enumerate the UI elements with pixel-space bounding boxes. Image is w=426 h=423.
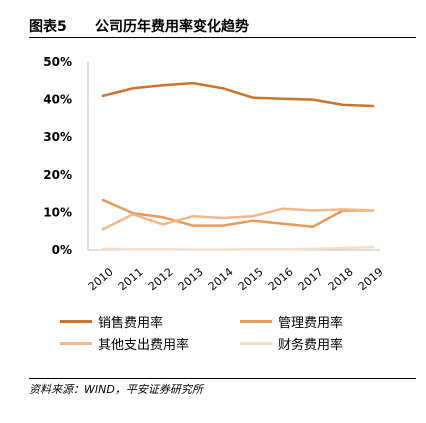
legend-item-admin: 管理费用率 xyxy=(240,312,343,331)
legend-item-finance: 财务费用率 xyxy=(240,334,343,353)
legend-item-sales: 销售费用率 xyxy=(60,312,163,331)
x-tick-label: 2019 xyxy=(356,265,386,293)
y-tick-label: 50% xyxy=(43,55,72,69)
legend-label-admin: 管理费用率 xyxy=(278,316,344,331)
legend-label-finance: 财务费用率 xyxy=(278,338,344,353)
legend-swatch-sales xyxy=(60,320,92,323)
source-footer: 资料来源：WIND，平安证券研究所 xyxy=(29,378,416,398)
figure-header: 图表5 公司历年费用率变化趋势 xyxy=(29,14,416,38)
x-tick-label: 2011 xyxy=(116,265,146,293)
x-tick-label: 2015 xyxy=(236,265,266,293)
x-tick-label: 2017 xyxy=(296,265,326,293)
y-axis-ticks: 0% 10% 20% 30% 40% 50% xyxy=(43,55,72,257)
x-tick-label: 2016 xyxy=(266,265,296,293)
y-tick-label: 10% xyxy=(43,205,72,219)
y-tick-label: 0% xyxy=(52,243,72,257)
y-tick-label: 30% xyxy=(43,130,72,144)
chart-title: 公司历年费用率变化趋势 xyxy=(95,19,249,35)
header-rule xyxy=(29,37,416,38)
source-note: 资料来源：WIND，平安证券研究所 xyxy=(29,383,203,396)
x-tick-label: 2010 xyxy=(86,265,116,293)
series-line-3 xyxy=(101,245,375,251)
footer-rule xyxy=(29,378,416,379)
legend-swatch-admin xyxy=(240,320,272,323)
series-layer xyxy=(101,81,375,251)
x-tick-label: 2014 xyxy=(206,265,236,293)
x-tick-label: 2012 xyxy=(146,265,176,293)
chart-legend: 销售费用率 管理费用率 其他支出费用率 财务费用率 xyxy=(60,312,400,356)
series-line-0 xyxy=(101,81,375,108)
series-line-2 xyxy=(101,207,375,231)
legend-label-sales: 销售费用率 xyxy=(98,316,164,331)
legend-label-other: 其他支出费用率 xyxy=(98,338,190,353)
figure-label: 图表5 xyxy=(29,19,67,35)
x-tick-label: 2018 xyxy=(326,265,356,293)
legend-item-other: 其他支出费用率 xyxy=(60,334,189,353)
series-line-1 xyxy=(101,198,375,228)
y-tick-label: 20% xyxy=(43,168,72,182)
legend-swatch-finance xyxy=(240,342,272,345)
x-axis-ticks: 2010 2011 2012 2013 2014 2015 2016 2017 2018 2019 xyxy=(86,265,386,293)
line-chart: 0%10%20%30%40%50% 2010 2011 2012 2013 2014 20… xyxy=(43,55,386,293)
y-tick-label: 40% xyxy=(43,93,72,107)
x-tick-label: 2013 xyxy=(176,265,206,293)
legend-swatch-other xyxy=(60,342,92,345)
